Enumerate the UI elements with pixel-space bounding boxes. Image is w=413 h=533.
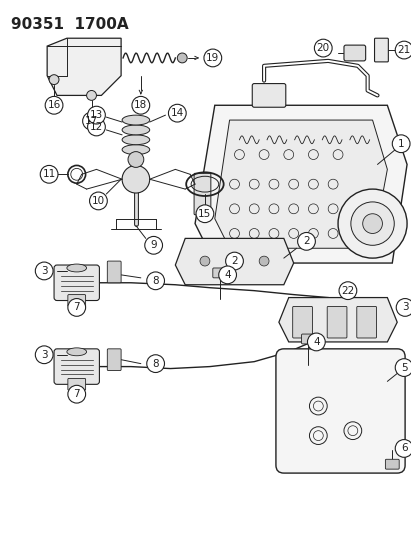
Ellipse shape <box>122 115 150 125</box>
FancyBboxPatch shape <box>194 173 210 215</box>
FancyBboxPatch shape <box>292 306 312 338</box>
Text: 6: 6 <box>400 443 406 454</box>
Circle shape <box>168 104 186 122</box>
Text: 2: 2 <box>230 256 237 266</box>
Circle shape <box>45 96 63 114</box>
Circle shape <box>35 262 53 280</box>
Polygon shape <box>278 297 396 342</box>
Text: 10: 10 <box>92 196 105 206</box>
Text: 4: 4 <box>312 337 319 347</box>
Polygon shape <box>195 106 406 263</box>
Text: 15: 15 <box>198 209 211 219</box>
Text: 8: 8 <box>152 276 159 286</box>
FancyBboxPatch shape <box>275 349 404 473</box>
Circle shape <box>146 272 164 289</box>
Circle shape <box>297 232 315 250</box>
Ellipse shape <box>67 348 86 356</box>
Text: 4: 4 <box>224 270 230 280</box>
Circle shape <box>83 112 100 130</box>
Text: 3: 3 <box>401 302 408 312</box>
Circle shape <box>395 298 413 316</box>
FancyBboxPatch shape <box>54 265 99 301</box>
Text: 18: 18 <box>134 100 147 110</box>
Text: 12: 12 <box>90 122 103 132</box>
Circle shape <box>68 385 85 403</box>
Text: 2: 2 <box>302 236 309 246</box>
Text: 8: 8 <box>152 359 159 369</box>
Circle shape <box>146 355 164 373</box>
Circle shape <box>88 106 105 124</box>
Circle shape <box>196 205 213 223</box>
Text: 5: 5 <box>400 362 406 373</box>
Circle shape <box>122 165 150 193</box>
FancyBboxPatch shape <box>385 459 398 469</box>
Circle shape <box>132 96 150 114</box>
Text: 17: 17 <box>85 116 98 126</box>
Circle shape <box>177 53 187 63</box>
Text: 14: 14 <box>170 108 183 118</box>
Circle shape <box>89 192 107 210</box>
Circle shape <box>394 359 412 376</box>
Ellipse shape <box>122 145 150 155</box>
Circle shape <box>392 135 409 152</box>
Polygon shape <box>214 120 387 248</box>
Ellipse shape <box>122 135 150 145</box>
Circle shape <box>68 298 85 316</box>
FancyBboxPatch shape <box>343 45 365 61</box>
Circle shape <box>307 333 325 351</box>
Circle shape <box>362 214 382 233</box>
FancyBboxPatch shape <box>212 268 226 278</box>
Circle shape <box>145 237 162 254</box>
Text: 21: 21 <box>396 45 410 55</box>
Circle shape <box>128 151 143 167</box>
Circle shape <box>225 252 243 270</box>
FancyBboxPatch shape <box>326 306 346 338</box>
Circle shape <box>313 39 331 57</box>
Polygon shape <box>175 238 293 285</box>
Text: 19: 19 <box>206 53 219 63</box>
Circle shape <box>218 266 236 284</box>
Text: 11: 11 <box>43 169 56 179</box>
FancyBboxPatch shape <box>68 295 85 306</box>
FancyBboxPatch shape <box>107 349 121 370</box>
Text: 9: 9 <box>150 240 157 251</box>
Circle shape <box>199 256 209 266</box>
FancyBboxPatch shape <box>252 84 285 107</box>
Circle shape <box>337 189 406 258</box>
FancyBboxPatch shape <box>107 261 121 283</box>
Circle shape <box>338 282 356 300</box>
Circle shape <box>49 75 59 85</box>
Text: 90351  1700A: 90351 1700A <box>11 17 128 31</box>
Text: 1: 1 <box>397 139 404 149</box>
Ellipse shape <box>67 264 86 272</box>
Ellipse shape <box>122 125 150 135</box>
Text: 22: 22 <box>340 286 354 296</box>
FancyBboxPatch shape <box>54 349 99 384</box>
Circle shape <box>86 91 96 100</box>
Circle shape <box>40 165 58 183</box>
FancyBboxPatch shape <box>356 306 375 338</box>
Polygon shape <box>47 38 121 95</box>
Text: 13: 13 <box>90 110 103 120</box>
Text: 7: 7 <box>73 389 80 399</box>
Text: 7: 7 <box>73 302 80 312</box>
Circle shape <box>350 202 393 245</box>
Circle shape <box>35 346 53 364</box>
Text: 16: 16 <box>47 100 61 110</box>
Text: 20: 20 <box>316 43 329 53</box>
Circle shape <box>88 118 105 136</box>
Text: 3: 3 <box>41 350 47 360</box>
FancyBboxPatch shape <box>301 334 315 344</box>
Text: 3: 3 <box>41 266 47 276</box>
Circle shape <box>394 41 412 59</box>
FancyBboxPatch shape <box>374 38 387 62</box>
Circle shape <box>204 49 221 67</box>
FancyBboxPatch shape <box>68 378 85 390</box>
Circle shape <box>259 256 268 266</box>
Circle shape <box>394 440 412 457</box>
